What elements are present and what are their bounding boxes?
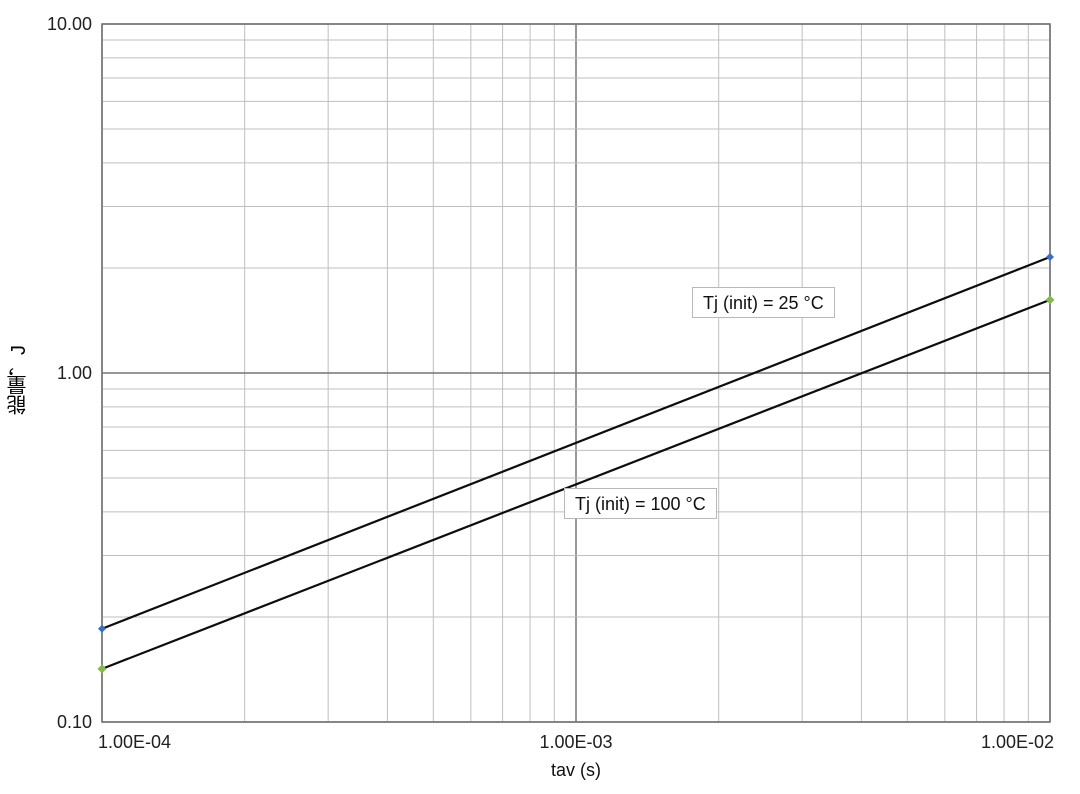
grid xyxy=(102,24,1050,722)
y-tick-label: 1.00 xyxy=(57,363,92,383)
y-tick-label: 10.00 xyxy=(47,14,92,34)
annotation-tj25: Tj (init) = 25 °C xyxy=(692,287,835,318)
marker-tj25-0 xyxy=(98,625,106,633)
x-tick-label: 1.00E-02 xyxy=(981,732,1054,752)
annotation-tj100: Tj (init) = 100 °C xyxy=(564,488,717,519)
chart-svg: 1.00E-04 1.00E-03 1.00E-02 0.10 1.00 10.00 tav… xyxy=(0,0,1080,794)
x-axis-title: tav (s) xyxy=(551,760,601,780)
y-tick-label: 0.10 xyxy=(57,712,92,732)
x-tick-label: 1.00E-03 xyxy=(539,732,612,752)
marker-tj100-0 xyxy=(98,664,107,673)
y-axis-title: 能量，J xyxy=(4,320,33,440)
marker-tj25-1 xyxy=(1046,253,1054,261)
marker-tj100-1 xyxy=(1046,295,1055,304)
chart-container: 1.00E-04 1.00E-03 1.00E-02 0.10 1.00 10.00 tav… xyxy=(0,0,1080,794)
x-tick-label: 1.00E-04 xyxy=(98,732,171,752)
